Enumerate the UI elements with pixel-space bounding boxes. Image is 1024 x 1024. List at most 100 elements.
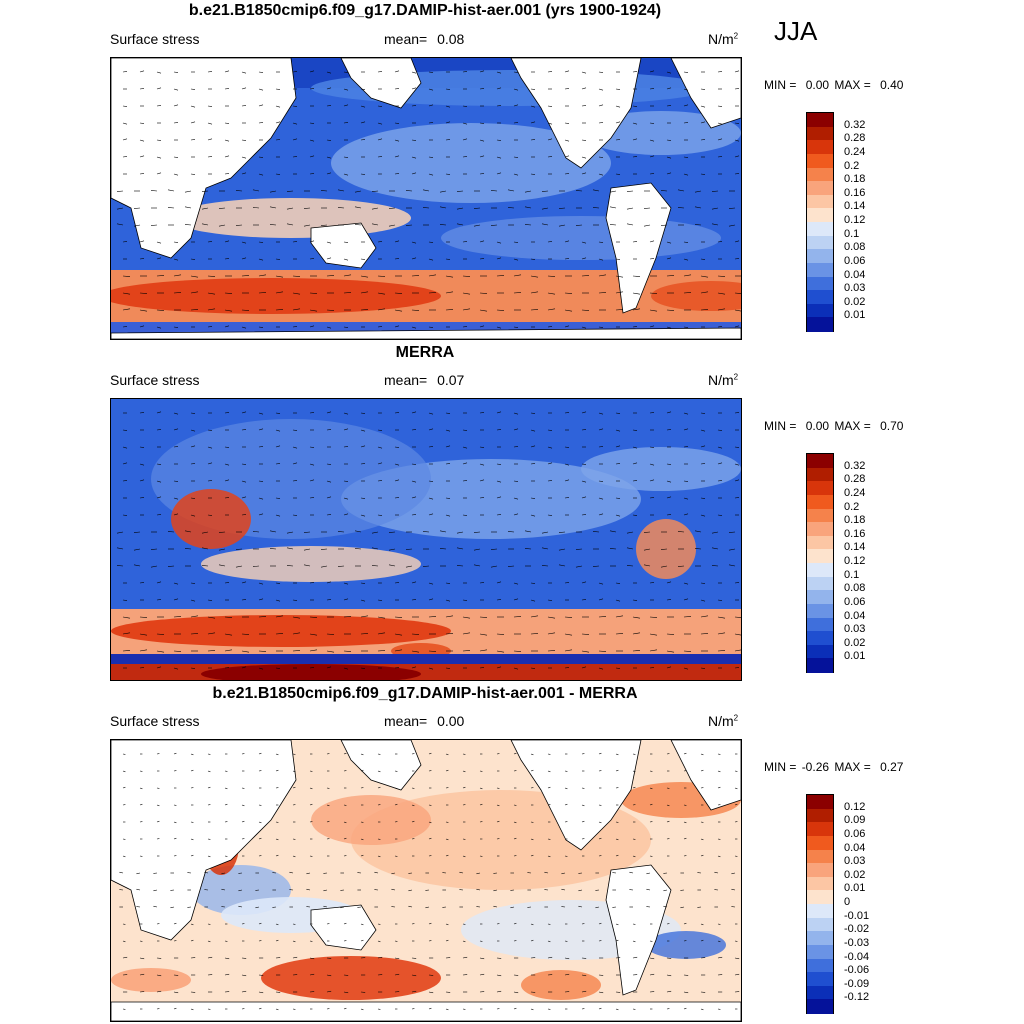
wind-arrow [320, 224, 328, 226]
wind-arrow [411, 326, 417, 329]
wind-arrow [700, 838, 704, 841]
wind-arrow [309, 463, 315, 466]
wind-arrow [173, 616, 182, 618]
wind-arrow [241, 275, 250, 277]
wind-arrow [258, 156, 264, 158]
panel-2-colorbar [806, 453, 834, 673]
colorbar-swatch [807, 822, 833, 837]
panel-1-units: N/m2 [708, 31, 738, 47]
wind-arrow [646, 888, 651, 891]
wind-arrow [360, 429, 366, 432]
wind-arrow [303, 224, 311, 227]
wind-arrow [700, 88, 706, 90]
colorbar-tick-label: 0.24 [844, 486, 866, 499]
wind-arrow [122, 241, 128, 243]
colorbar-tick-label: 0.14 [844, 200, 866, 213]
wind-arrow [462, 650, 471, 652]
wind-arrow [269, 224, 277, 226]
wind-arrow [360, 769, 364, 772]
wind-arrow [241, 650, 250, 653]
wind-arrow [136, 872, 141, 875]
wind-arrow [201, 207, 209, 210]
wind-arrow [513, 428, 519, 431]
wind-arrow [207, 275, 216, 277]
wind-arrow [218, 531, 226, 533]
wind-arrow [207, 326, 213, 328]
wind-arrow [411, 974, 417, 977]
wind-arrow [122, 292, 131, 295]
wind-arrow [139, 173, 145, 175]
wind-arrow [139, 787, 143, 790]
wind-arrow [139, 139, 145, 142]
wind-arrow [598, 513, 604, 516]
wind-arrow [190, 582, 196, 584]
wind-arrow [408, 889, 413, 892]
panel-1-mean-label: mean= [384, 31, 428, 47]
wind-arrow [326, 326, 332, 329]
wind-arrow [224, 139, 230, 142]
wind-arrow [734, 463, 740, 466]
wind-arrow [479, 973, 485, 976]
wind-arrow [649, 667, 655, 669]
wind-arrow [530, 497, 536, 499]
wind-arrow [184, 224, 192, 226]
wind-arrow [343, 428, 349, 431]
wind-arrow [513, 752, 517, 755]
wind-arrow [683, 326, 689, 328]
wind-arrow [405, 548, 413, 550]
wind-arrow [326, 275, 335, 277]
season-label: JJA [774, 16, 818, 46]
wind-arrow [428, 412, 434, 415]
wind-arrow [660, 190, 668, 192]
wind-arrow [122, 956, 128, 959]
wind-arrow [547, 241, 553, 243]
wind-arrow [479, 173, 485, 175]
wind-arrow [547, 446, 553, 449]
wind-arrow [116, 531, 124, 534]
panel-1-units-text: N/m [708, 31, 734, 47]
wind-arrow [666, 429, 672, 431]
panel-2-max-value: 0.70 [880, 419, 904, 433]
wind-arrow [258, 274, 267, 277]
panel-2-minmax: MIN = 0.00 MAX = 0.70 [764, 419, 903, 433]
wind-arrow [224, 173, 230, 175]
wind-arrow [218, 548, 226, 551]
wind-arrow [207, 292, 216, 295]
wind-arrow [167, 189, 175, 192]
wind-arrow [122, 446, 128, 449]
wind-arrow [714, 871, 719, 874]
wind-arrow [700, 769, 704, 772]
wind-arrow [224, 957, 230, 960]
wind-arrow [462, 956, 468, 959]
colorbar-swatch [807, 590, 833, 605]
wind-arrow [173, 88, 179, 91]
wind-arrow [680, 906, 685, 909]
wind-arrow [734, 803, 738, 806]
wind-arrow [564, 633, 573, 636]
wind-arrow [360, 854, 364, 857]
wind-arrow [269, 530, 277, 533]
wind-arrow [615, 939, 619, 942]
wind-arrow [615, 291, 624, 294]
wind-arrow [632, 241, 638, 243]
wind-arrow [615, 497, 621, 499]
wind-arrow [530, 514, 536, 517]
wind-arrow [343, 650, 352, 652]
wind-arrow [700, 497, 706, 499]
wind-arrow [428, 821, 432, 824]
wind-arrow [530, 105, 536, 108]
wind-arrow [269, 206, 277, 209]
wind-arrow [564, 139, 570, 142]
wind-arrow [632, 138, 638, 141]
wind-arrow [598, 752, 602, 755]
wind-arrow [258, 650, 267, 652]
wind-arrow [598, 326, 604, 328]
wind-arrow [564, 446, 570, 448]
panel-3-min-label: MIN = [764, 760, 797, 774]
wind-arrow [456, 531, 464, 534]
wind-arrow [564, 582, 570, 584]
wind-arrow [394, 325, 400, 328]
wind-arrow [411, 71, 417, 74]
wind-arrow [275, 463, 281, 465]
wind-arrow [343, 412, 349, 415]
